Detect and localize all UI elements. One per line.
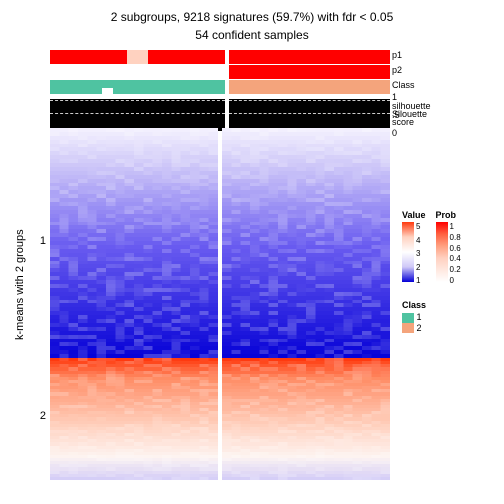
legend-tick: 1 — [450, 222, 454, 231]
legend-tick: 0 — [450, 276, 454, 285]
legend-value: Value 54321 Prob 10.80.60.40.20 — [402, 210, 456, 282]
legend-tick: 0.2 — [450, 265, 461, 274]
legend-tick: 0.6 — [450, 244, 461, 253]
legend-prob-title: Prob — [436, 210, 457, 220]
legend-class-item: 2 — [402, 323, 426, 334]
subtitle: 54 confident samples — [0, 28, 504, 42]
title: 2 subgroups, 9218 signatures (59.7%) wit… — [0, 10, 504, 24]
plot-area — [50, 50, 390, 480]
anno-label-5: score — [392, 117, 414, 127]
silhouette-tick: 0 — [392, 128, 397, 138]
legend-class-title: Class — [402, 300, 426, 310]
legend-tick: 1 — [416, 276, 420, 285]
legend-prob-ramp — [436, 222, 448, 282]
heatmap-group-1 — [50, 128, 390, 358]
ylabel: k-means with 2 groups — [14, 229, 26, 340]
legend-value-ramp — [402, 222, 414, 282]
anno-silhouette — [50, 95, 390, 131]
anno-label-0: p1 — [392, 50, 402, 60]
legend-tick: 0.8 — [450, 233, 461, 242]
legend-tick: 5 — [416, 222, 420, 231]
ytick-1: 1 — [26, 235, 46, 247]
legend-tick: 0.4 — [450, 254, 461, 263]
legend-tick: 3 — [416, 249, 420, 258]
anno-p1 — [50, 50, 390, 64]
anno-label-2: Class — [392, 80, 415, 90]
ytick-2: 2 — [26, 410, 46, 422]
legend-class-item: 1 — [402, 312, 426, 323]
legend-value-title: Value — [402, 210, 426, 220]
heatmap-group-2 — [50, 358, 390, 480]
anno-p2 — [50, 65, 390, 79]
anno-class — [50, 80, 390, 94]
legend-tick: 4 — [416, 236, 420, 245]
legend-tick: 2 — [416, 263, 420, 272]
legend-class: Class 1 2 — [402, 300, 426, 333]
anno-label-1: p2 — [392, 65, 402, 75]
